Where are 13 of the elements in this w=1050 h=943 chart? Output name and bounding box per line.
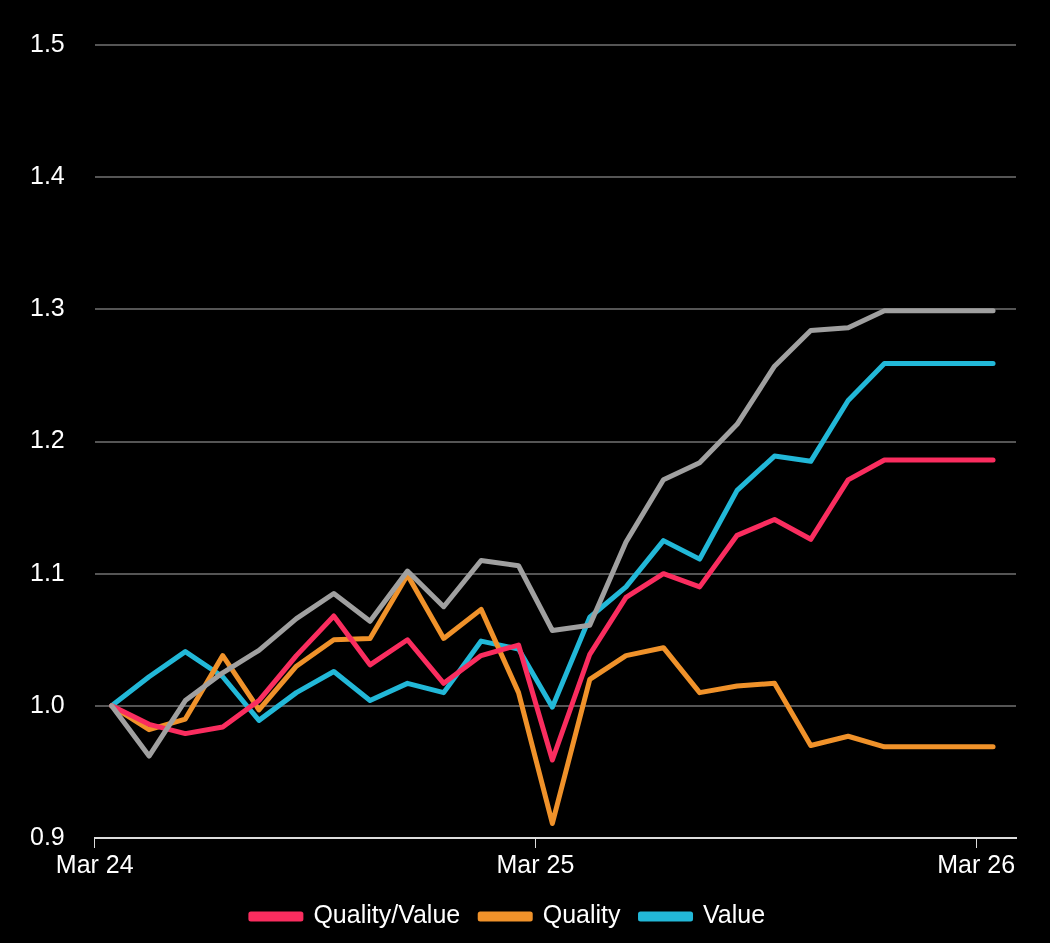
x-tick-label: Mar 24: [55, 849, 134, 878]
y-tick-label: 1.3: [29, 293, 65, 322]
legend-label: Quality/Value: [313, 900, 461, 929]
legend-label: Quality: [542, 900, 622, 929]
x-tick-label: Mar 26: [937, 849, 1016, 878]
legend-label: Value: [703, 900, 766, 929]
x-tick-label: Mar 25: [496, 849, 575, 878]
y-tick-label: 1.4: [29, 161, 65, 190]
y-tick-label: 1.0: [29, 689, 65, 718]
y-tick-label: 1.5: [29, 28, 65, 57]
y-tick-label: 0.9: [29, 821, 65, 850]
y-tick-label: 1.1: [29, 557, 65, 586]
y-tick-label: 1.2: [29, 425, 65, 454]
